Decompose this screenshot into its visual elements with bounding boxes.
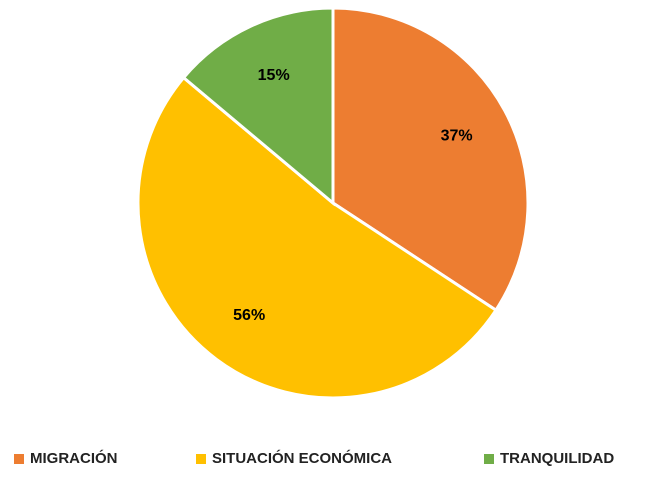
legend-label: SITUACIÓN ECONÓMICA: [212, 449, 392, 467]
data-label: 37%: [441, 128, 473, 145]
data-label: 56%: [233, 307, 265, 324]
legend-swatch: [484, 454, 494, 464]
legend-label: MIGRACIÓN: [30, 449, 118, 467]
pie-slice: [136, 75, 498, 400]
data-label: 15%: [258, 67, 290, 84]
pie-slice: [181, 6, 335, 207]
legend-label: TRANQUILIDAD: [500, 450, 614, 467]
legend-swatch: [14, 454, 24, 464]
legend-swatch: [196, 454, 206, 464]
